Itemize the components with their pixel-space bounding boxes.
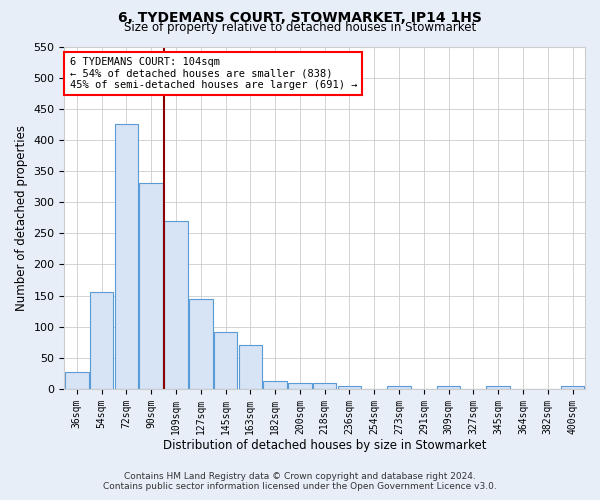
- Bar: [65, 372, 89, 389]
- Bar: [139, 184, 163, 389]
- X-axis label: Distribution of detached houses by size in Stowmarket: Distribution of detached houses by size …: [163, 440, 487, 452]
- Bar: [313, 382, 337, 389]
- Bar: [239, 346, 262, 389]
- Y-axis label: Number of detached properties: Number of detached properties: [15, 124, 28, 310]
- Bar: [338, 386, 361, 389]
- Bar: [387, 386, 411, 389]
- Bar: [561, 386, 584, 389]
- Bar: [437, 386, 460, 389]
- Bar: [115, 124, 138, 389]
- Bar: [90, 292, 113, 389]
- Text: Size of property relative to detached houses in Stowmarket: Size of property relative to detached ho…: [124, 21, 476, 34]
- Bar: [164, 221, 188, 389]
- Bar: [288, 382, 311, 389]
- Bar: [214, 332, 238, 389]
- Bar: [189, 298, 212, 389]
- Bar: [487, 386, 510, 389]
- Text: 6, TYDEMANS COURT, STOWMARKET, IP14 1HS: 6, TYDEMANS COURT, STOWMARKET, IP14 1HS: [118, 11, 482, 25]
- Text: 6 TYDEMANS COURT: 104sqm
← 54% of detached houses are smaller (838)
45% of semi-: 6 TYDEMANS COURT: 104sqm ← 54% of detach…: [70, 57, 357, 90]
- Text: Contains HM Land Registry data © Crown copyright and database right 2024.
Contai: Contains HM Land Registry data © Crown c…: [103, 472, 497, 491]
- Bar: [263, 381, 287, 389]
